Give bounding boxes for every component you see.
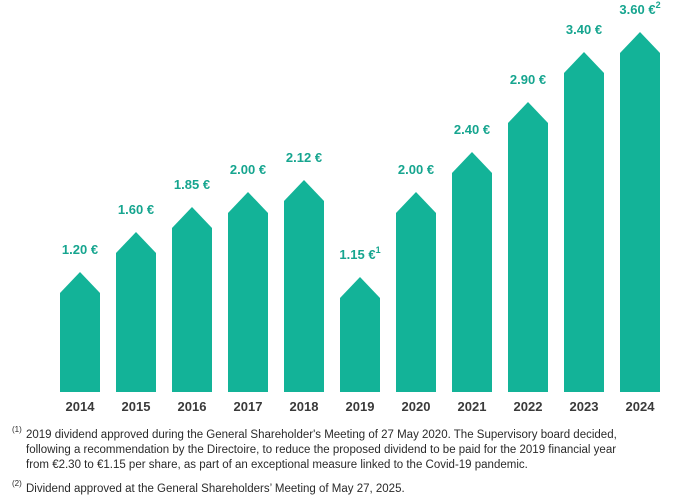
- arrow-bar: [396, 192, 436, 392]
- value-label-text: 1.20 €: [62, 242, 98, 257]
- x-tick-label: 2019: [346, 399, 375, 414]
- value-label: 2.12 €: [286, 150, 322, 165]
- footnote-text: following a recommendation by the Direct…: [26, 444, 616, 456]
- arrow-bar: [620, 32, 660, 392]
- footnote-ref: 1: [376, 245, 381, 255]
- footnote-mark: (1): [12, 425, 22, 434]
- arrow-bar: [172, 207, 212, 392]
- arrow-bar: [508, 102, 548, 392]
- x-tick-label: 2022: [514, 399, 543, 414]
- value-label: 2.40 €: [454, 122, 490, 137]
- value-label: 1.85 €: [174, 177, 210, 192]
- value-label: 1.60 €: [118, 202, 154, 217]
- value-label: 2.90 €: [510, 72, 546, 87]
- arrow-bar: [228, 192, 268, 392]
- arrow-bar: [340, 277, 380, 392]
- x-tick-label: 2016: [178, 399, 207, 414]
- x-tick-label: 2018: [290, 399, 319, 414]
- value-label: 3.60 €2: [619, 0, 660, 17]
- x-tick-label: 2024: [626, 399, 656, 414]
- value-label: 1.15 €1: [339, 245, 380, 262]
- x-tick-label: 2021: [458, 399, 487, 414]
- value-label-text: 2.00 €: [230, 162, 266, 177]
- value-label-text: 3.40 €: [566, 22, 602, 37]
- arrow-bar: [452, 152, 492, 392]
- arrow-bar: [284, 180, 324, 392]
- arrow-bar: [564, 52, 604, 392]
- value-label-text: 2.00 €: [398, 162, 434, 177]
- x-tick-label: 2020: [402, 399, 431, 414]
- value-label: 2.00 €: [230, 162, 266, 177]
- value-label-text: 2.90 €: [510, 72, 546, 87]
- value-label: 2.00 €: [398, 162, 434, 177]
- arrow-bar: [60, 272, 100, 392]
- footnote-text: from €2.30 to €1.15 per share, as part o…: [26, 459, 528, 471]
- value-label: 3.40 €: [566, 22, 602, 37]
- footnote-text: 2019 dividend approved during the Genera…: [26, 429, 617, 441]
- value-label-text: 1.15 €: [339, 247, 375, 262]
- x-tick-label: 2014: [66, 399, 96, 414]
- x-tick-label: 2017: [234, 399, 263, 414]
- value-label-text: 2.40 €: [454, 122, 490, 137]
- footnote-ref: 2: [656, 0, 661, 10]
- value-label-text: 3.60 €: [619, 2, 655, 17]
- x-tick-label: 2015: [122, 399, 151, 414]
- value-label: 1.20 €: [62, 242, 98, 257]
- value-label-text: 1.60 €: [118, 202, 154, 217]
- footnote-mark: (2): [12, 479, 22, 488]
- value-label-text: 2.12 €: [286, 150, 322, 165]
- arrow-bar: [116, 232, 156, 392]
- footnote-text: Dividend approved at the General Shareho…: [26, 483, 405, 495]
- value-label-text: 1.85 €: [174, 177, 210, 192]
- x-tick-label: 2023: [570, 399, 599, 414]
